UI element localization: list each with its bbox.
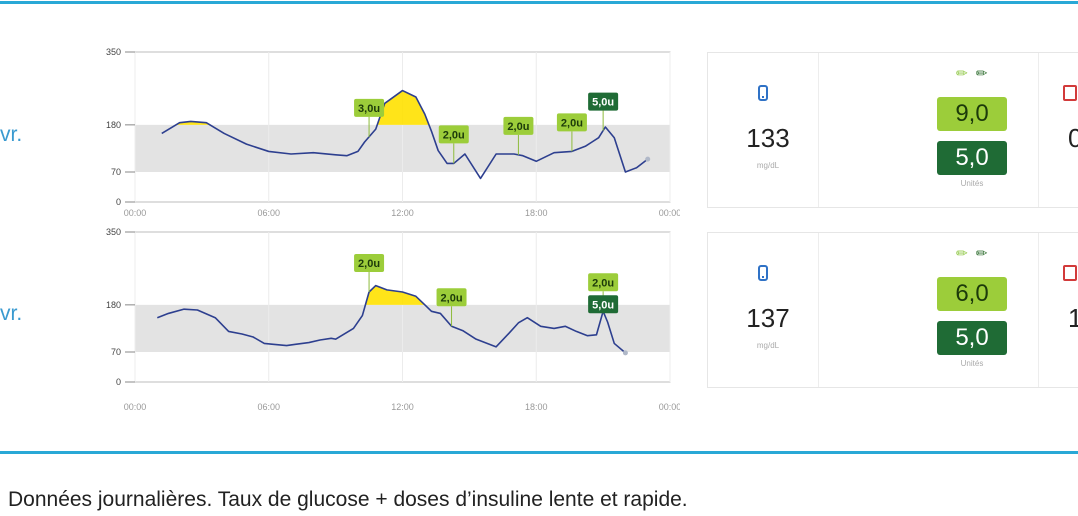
third-value: 0 — [1068, 123, 1078, 154]
insulin-dose-label: 2,0u — [441, 292, 463, 304]
card-divider — [818, 53, 819, 207]
glucose-average: 137 — [746, 303, 790, 333]
glucose-average: 133 — [746, 123, 790, 153]
pen-icons: ✏ ✏ — [956, 245, 987, 262]
glucose-unit: mg/dL — [756, 161, 780, 170]
slow-dose-total: 5,0 — [937, 321, 1007, 355]
y-tick-label: 350 — [106, 227, 121, 237]
day-label-1: vr. — [0, 123, 23, 146]
slow-pen-icon: ✏ — [975, 245, 988, 261]
summary-card-1: 133 mg/dL ✏✏ 9,0 5,0 Unités 0 — [707, 52, 1078, 208]
insulin-dose-label-bg — [354, 254, 385, 272]
phone-icon — [758, 85, 768, 101]
y-tick-label: 350 — [106, 47, 121, 57]
x-tick-label: 06:00 — [257, 208, 280, 218]
insulin-dose-label: 2,0u — [592, 277, 614, 289]
insulin-dose-label: 3,0u — [358, 103, 380, 115]
glucose-line — [161, 89, 649, 180]
card-divider — [1038, 53, 1039, 207]
x-tick-label: 18:00 — [525, 402, 548, 412]
bottom-rule — [0, 451, 1078, 454]
hyperglycemia-area — [377, 90, 429, 125]
rapid-dose-total: 6,0 — [937, 277, 1007, 311]
day-label-2: vr. — [0, 302, 23, 325]
glucose-chart-day-1: 00:00 06:00 12:00 18:00 00:000701803503,0u2,… — [106, 47, 680, 218]
dose-unit: Unités — [960, 179, 984, 188]
insulin-dose-label-bg — [556, 113, 587, 132]
insulin-dose-label: 2,0u — [358, 258, 380, 270]
insulin-dose-label: 2,0u — [507, 121, 529, 133]
insulin-dose-label-bg — [438, 125, 469, 144]
x-tick-label: 12:00 — [391, 208, 414, 218]
phone-icon — [758, 265, 768, 281]
insulin-dose-label: 5,0u — [592, 97, 614, 109]
insulin-dose-label: 2,0u — [443, 129, 465, 141]
glucose-line — [157, 284, 626, 354]
pen-icons: ✏ ✏ — [956, 65, 987, 82]
y-tick-label: 70 — [111, 347, 121, 357]
y-tick-label: 0 — [116, 377, 121, 387]
insulin-dose-label-bg — [354, 98, 385, 117]
y-tick-label: 0 — [116, 197, 121, 207]
dose-unit: Unités — [960, 359, 984, 368]
figure-caption: Données journalières. Taux de glucose + … — [8, 488, 688, 511]
x-tick-label: 00:00 — [124, 402, 147, 412]
card-divider — [818, 233, 819, 387]
insulin-dose-label-bg — [588, 273, 619, 292]
insulin-dose-label-bg — [588, 92, 619, 111]
x-tick-label: 06:00 — [257, 402, 280, 412]
rapid-pen-icon: ✏ — [956, 65, 968, 81]
glucose-chart-day-2: 00:00 06:00 12:00 18:00 00:00 0 70 180 350 2,0u 2,… — [106, 227, 680, 412]
insulin-dose-label: 2,0u — [561, 117, 583, 129]
insulin-dose-label-bg — [436, 288, 467, 307]
glucose-unit: mg/dL — [756, 341, 780, 350]
x-tick-label: 00:00 — [659, 402, 680, 412]
y-tick-label: 180 — [106, 300, 121, 310]
card-divider — [1038, 233, 1039, 387]
carb-icon — [1063, 85, 1077, 101]
rapid-pen-icon: ✏ — [956, 245, 968, 261]
x-tick-label: 12:00 — [391, 402, 414, 412]
x-tick-label: 18:00 — [525, 208, 548, 218]
rapid-dose-total: 9,0 — [937, 97, 1007, 131]
y-tick-label: 180 — [106, 120, 121, 130]
carb-icon — [1063, 265, 1077, 281]
insulin-dose-label-bg — [503, 116, 534, 135]
insulin-dose-label: 5,0u — [592, 299, 614, 311]
x-tick-label: 00:00 — [659, 208, 680, 218]
insulin-dose-label-bg — [588, 295, 619, 314]
last-point-marker — [622, 350, 628, 356]
summary-card-2: 137 mg/dL ✏✏ 6,0 5,0 Unités 1 — [707, 232, 1078, 388]
x-tick-label: 00:00 — [124, 208, 147, 218]
last-point-marker — [645, 156, 651, 162]
y-tick-label: 70 — [111, 167, 121, 177]
top-rule — [0, 1, 1078, 4]
hyperglycemia-area — [365, 285, 425, 305]
third-value: 1 — [1068, 303, 1078, 334]
slow-dose-total: 5,0 — [937, 141, 1007, 175]
slow-pen-icon: ✏ — [975, 65, 988, 81]
